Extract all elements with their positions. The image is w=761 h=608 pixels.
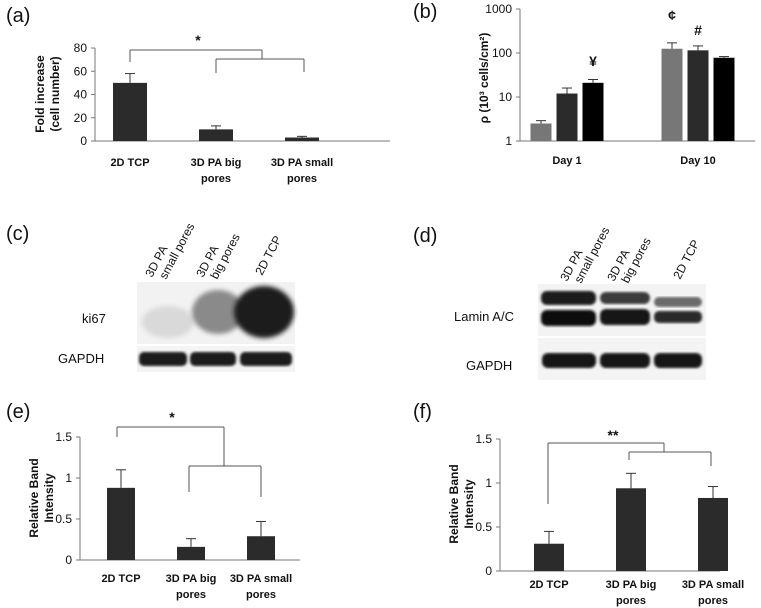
blot-c-lane-3-line-1: 2D TCP — [252, 233, 284, 277]
bar — [530, 123, 552, 141]
category-label: pores — [246, 589, 276, 601]
group-label: Day 1 — [552, 155, 581, 167]
western-blot-d: 3D PA small pores 3D PA big pores 2D TCP… — [454, 225, 706, 380]
category-label: 3D PA big — [191, 157, 242, 169]
blot-d-row-label-lamin: Lamin A/C — [454, 309, 514, 324]
bar — [556, 93, 578, 141]
annotation-symbol: ¢ — [668, 7, 676, 23]
y-tick-label: 1 — [65, 471, 72, 485]
y-tick-label: 80 — [74, 41, 88, 55]
chart-f: 0 0.5 1 1.5 Relative Band Intensity 2D TCP 3D P… — [447, 427, 744, 607]
category-label: pores — [698, 595, 728, 607]
y-tick-label: 60 — [74, 64, 88, 78]
category-label: 2D TCP — [110, 157, 149, 169]
blot-c-row-label-ki67: ki67 — [82, 311, 106, 326]
blot-c-gapdh-image — [137, 346, 295, 372]
y-tick-label: 0 — [80, 134, 87, 148]
y-axis-label: Relative Band — [447, 464, 461, 543]
category-label: 2D TCP — [529, 579, 568, 591]
bar — [534, 543, 564, 571]
panel-label-b: (b) — [413, 1, 437, 23]
blot-c-row-label-gapdh: GAPDH — [58, 351, 104, 366]
y-axis-label: Relative Band — [27, 458, 41, 537]
panel-label-d: (d) — [413, 225, 437, 247]
y-tick-label: 1000 — [485, 2, 512, 16]
category-label: pores — [176, 589, 206, 601]
bar — [199, 129, 233, 141]
y-tick-label: 100 — [492, 46, 512, 60]
bar — [582, 82, 604, 141]
blot-d-lamin-image — [538, 284, 706, 336]
annotation-symbol: ¥ — [589, 53, 597, 69]
y-axis-label: (cell number) — [48, 56, 62, 131]
y-tick-label: 0.5 — [55, 512, 72, 526]
y-tick-label: 10 — [499, 90, 513, 104]
category-label: 3D PA big — [606, 579, 657, 591]
category-label: 3D PA small — [682, 579, 744, 591]
y-tick-label: 0 — [485, 564, 492, 578]
y-axis-label: Intensity — [462, 479, 476, 529]
significance-star: * — [169, 409, 175, 425]
bar — [285, 137, 319, 141]
blot-d-lane-labels: 3D PA small pores 3D PA big pores 2D TCP — [557, 225, 702, 286]
y-tick-label: 1 — [505, 134, 512, 148]
blot-d-row-label-gapdh: GAPDH — [466, 358, 512, 373]
bar — [713, 57, 735, 142]
y-axis-label: ρ (10³ cells/cm²) — [477, 33, 491, 124]
significance-star: * — [195, 32, 201, 48]
panel-label-e: (e) — [6, 401, 30, 423]
y-tick-label: 40 — [74, 88, 88, 102]
blot-d-gapdh-image — [538, 338, 706, 380]
blot-c-lane-labels: 3D PA small pores 3D PA big pores 2D TCP — [142, 221, 284, 282]
y-tick-label: 1.5 — [55, 430, 72, 444]
y-tick-label: 1 — [485, 476, 492, 490]
annotation-symbol: # — [694, 22, 702, 38]
bar — [661, 48, 683, 141]
panel-label-f: (f) — [413, 401, 432, 423]
significance-star: ** — [608, 427, 619, 443]
category-label: pores — [616, 595, 646, 607]
bar — [698, 497, 728, 571]
y-tick-label: 0.5 — [475, 520, 492, 534]
chart-e: 0 0.5 1 1.5 Relative Band Intensity 2D TCP 3D P… — [27, 409, 300, 601]
western-blot-c: 3D PA small pores 3D PA big pores 2D TCP… — [58, 221, 295, 372]
panel-label-c: (c) — [6, 223, 29, 245]
group-label: Day 10 — [680, 155, 715, 167]
category-label: pores — [287, 173, 317, 185]
category-label: 3D PA small — [271, 157, 333, 169]
chart-b: 1 10 100 1000 ρ (10³ cells/cm²) Day 1 Day 10 ¥ ¢… — [477, 2, 755, 167]
bar — [247, 536, 275, 560]
category-label: 2D TCP — [101, 573, 140, 585]
panel-label-a: (a) — [6, 5, 30, 27]
y-axis-label: Intensity — [42, 473, 56, 523]
y-tick-label: 20 — [74, 111, 88, 125]
y-tick-label: 0 — [65, 553, 72, 567]
chart-a: 0 20 40 60 80 Fold increase (cell number) 2D TC… — [33, 32, 390, 185]
blot-c-ki67-image — [137, 282, 295, 344]
bar — [177, 546, 205, 560]
blot-d-lane-3-line-1: 2D TCP — [670, 237, 702, 281]
category-label: 3D PA small — [230, 573, 292, 585]
bar — [113, 82, 147, 141]
y-tick-label: 1.5 — [475, 432, 492, 446]
category-label: pores — [201, 173, 231, 185]
bar — [107, 487, 135, 560]
bar — [687, 50, 709, 141]
category-label: 3D PA big — [166, 573, 217, 585]
y-axis-label: Fold increase — [33, 55, 47, 133]
bar — [616, 488, 646, 571]
